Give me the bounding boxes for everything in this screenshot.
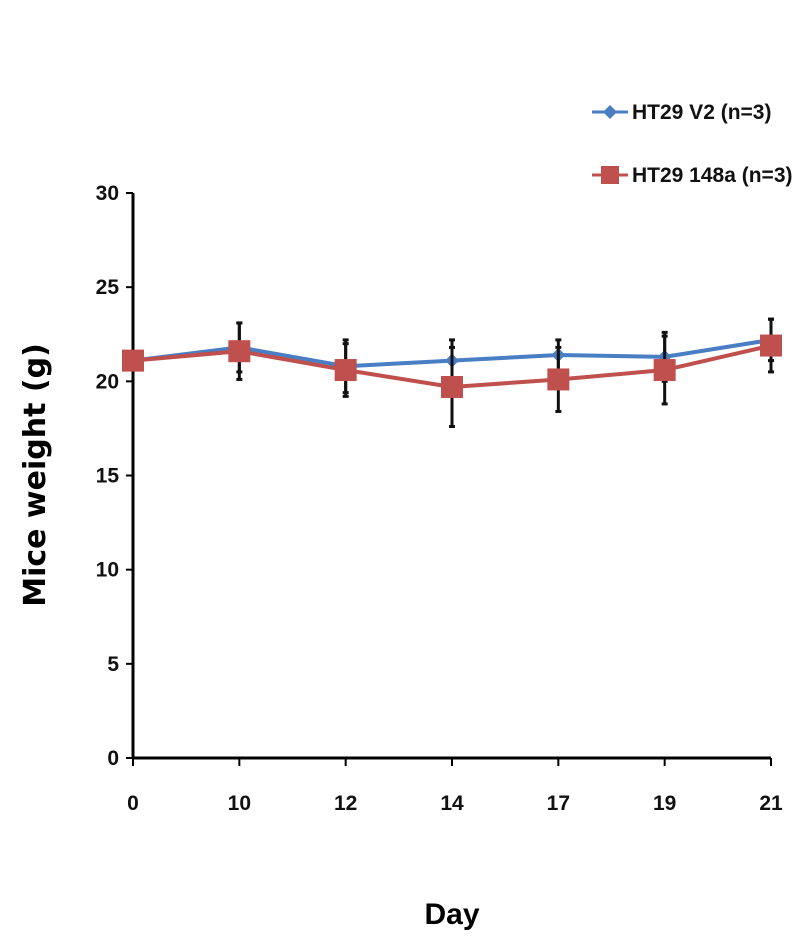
y-tick-label: 10 [96,559,119,582]
x-tick-label: 10 [228,792,251,815]
y-tick-label: 30 [96,182,119,205]
series-layer [122,317,782,429]
data-point [653,359,676,382]
data-point [547,368,570,391]
chart-axes [131,193,771,760]
chart-legend: HT29 V2 (n=3) HT29 148a (n=3) [592,101,793,187]
legend-label-ht29-v2: HT29 V2 (n=3) [632,101,771,124]
y-tick-label: 25 [96,276,120,299]
x-tick-label: 17 [547,792,570,815]
y-axis-label: Mice weight (g) [18,343,53,607]
x-tick-label: 21 [759,792,783,815]
data-point [228,340,251,363]
legend-item-ht29-148a: HT29 148a (n=3) [592,164,793,187]
y-axis-ticks: 0 5 10 15 20 25 30 [96,182,133,770]
y-tick-label: 0 [107,747,119,770]
legend-marker-ht29-148a [601,166,619,184]
data-point [122,349,144,372]
y-tick-label: 5 [107,653,119,676]
x-tick-label: 0 [127,792,139,815]
data-point [441,375,463,398]
y-tick-label: 15 [96,465,120,488]
x-tick-label: 12 [334,792,357,815]
legend-item-ht29-v2: HT29 V2 (n=3) [592,101,771,124]
legend-label-ht29-148a: HT29 148a (n=3) [632,164,793,187]
x-axis-ticks: 0 10 12 14 17 19 21 [127,758,783,815]
series-ht29-148a [122,317,782,429]
data-point [760,334,782,357]
x-tick-label: 19 [653,792,676,815]
legend-marker-ht29-v2 [603,105,617,119]
y-tick-label: 20 [96,370,119,393]
data-point [334,359,357,382]
x-tick-label: 14 [440,792,464,815]
x-axis-label: Day [424,898,479,931]
